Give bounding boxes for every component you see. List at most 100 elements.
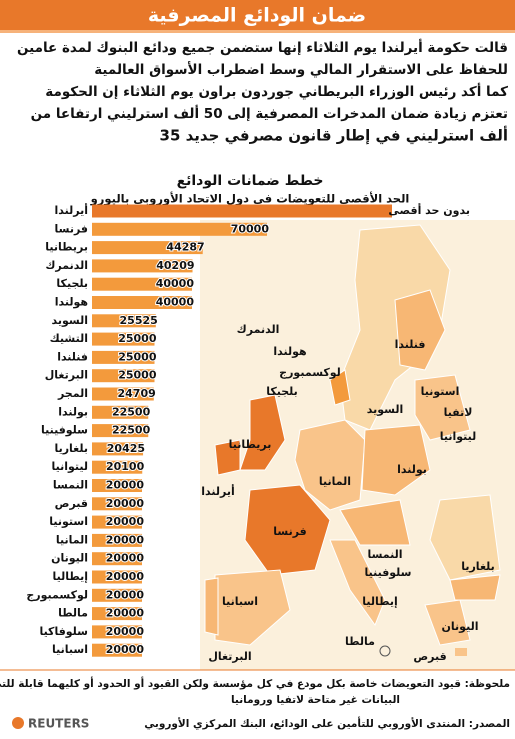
bar bbox=[92, 533, 142, 547]
category-label: بريطانيا bbox=[45, 241, 88, 254]
map-label: هولندا bbox=[273, 345, 306, 358]
value-label: 25000 bbox=[118, 332, 157, 345]
bar bbox=[92, 332, 155, 346]
category-label: بولندا bbox=[58, 405, 88, 418]
header-banner bbox=[0, 0, 515, 30]
bar bbox=[92, 259, 193, 273]
value-label: 20000 bbox=[106, 625, 145, 638]
map-baltics bbox=[414, 374, 471, 441]
map-malta-marker bbox=[379, 645, 391, 657]
paragraph-line: قالت حكومة أيرلندا يوم الثلاثاء إنها ستض… bbox=[17, 39, 508, 56]
map-label: المانيا bbox=[319, 475, 351, 488]
map-bulgaria bbox=[449, 574, 501, 601]
bar bbox=[92, 643, 142, 657]
map-cyprus bbox=[455, 648, 467, 656]
map-label: لاتفيا bbox=[444, 406, 473, 419]
map-label: فرنسا bbox=[273, 525, 307, 538]
bar bbox=[92, 369, 155, 383]
bar bbox=[92, 277, 192, 291]
value-label: 40000 bbox=[156, 296, 195, 309]
category-label: المجر bbox=[57, 387, 88, 400]
map-label: سلوفينيا bbox=[364, 566, 411, 579]
category-label: قبرص bbox=[55, 497, 88, 510]
chart-subtitle: الحد الأقصى للتعويضات في دول الاتحاد الأ… bbox=[90, 192, 410, 207]
value-label: 20000 bbox=[106, 588, 145, 601]
map-portugal bbox=[204, 577, 219, 636]
value-label: 20000 bbox=[106, 607, 145, 620]
value-label: 20000 bbox=[106, 479, 145, 492]
map-italy bbox=[329, 539, 386, 627]
value-label: 44287 bbox=[166, 241, 204, 254]
source: المصدر: المنتدى الأوروبي للتأمين على الو… bbox=[144, 716, 510, 730]
category-label: النمسا bbox=[53, 479, 88, 492]
value-label: 20000 bbox=[106, 497, 145, 510]
category-label: إيطاليا bbox=[53, 570, 89, 583]
map-label: استونيا bbox=[421, 385, 460, 398]
paragraph-line: للحفاظ على الاستقرار المالي وسط اضطراب ا… bbox=[94, 61, 508, 78]
value-label: 25000 bbox=[118, 350, 157, 363]
map-label: اليونان bbox=[442, 620, 479, 633]
map-ireland bbox=[214, 439, 241, 476]
category-label: الدنمرك bbox=[45, 259, 88, 272]
bar bbox=[92, 588, 142, 602]
category-label: سلوفينيا bbox=[41, 424, 88, 437]
category-label: المانيا bbox=[56, 533, 88, 546]
category-label: بلغاريا bbox=[54, 442, 88, 455]
map-label: بريطانيا bbox=[229, 438, 272, 451]
bar bbox=[92, 625, 142, 639]
bar bbox=[92, 607, 142, 621]
category-label: لوكسمبورج bbox=[26, 588, 88, 602]
category-label: استونيا bbox=[49, 515, 88, 528]
map-poland bbox=[361, 424, 431, 496]
value-label: 40209 bbox=[156, 259, 194, 272]
map-scandinavia bbox=[339, 224, 451, 431]
value-label: 20000 bbox=[106, 515, 145, 528]
map-label: الدنمرك bbox=[237, 323, 280, 336]
value-label: 20000 bbox=[106, 552, 145, 565]
value-label: 40000 bbox=[156, 277, 195, 290]
value-label: 70000 bbox=[231, 222, 270, 235]
value-label: 20425 bbox=[107, 442, 145, 455]
bar bbox=[92, 241, 203, 255]
bar-unlimited bbox=[92, 204, 392, 218]
value-label: 20000 bbox=[106, 570, 145, 583]
map-france bbox=[244, 484, 331, 576]
bar bbox=[92, 515, 142, 529]
note-line: ملحوظة: قيود التعويضات خاصة بكل مودع في … bbox=[0, 676, 510, 690]
bar bbox=[92, 497, 142, 511]
category-label: البرتغال bbox=[45, 369, 88, 382]
map-label: مالطا bbox=[345, 635, 375, 648]
category-label: ليتوانيا bbox=[51, 460, 88, 473]
map-label: فنلندا bbox=[395, 338, 426, 351]
value-label: 20100 bbox=[106, 460, 145, 473]
no-limit-label: بدون حد أقصى bbox=[388, 203, 470, 217]
map-label: أيرلندا bbox=[201, 484, 235, 498]
bar bbox=[92, 222, 267, 236]
map-label: البرتغال bbox=[208, 650, 251, 663]
map-label: النمسا bbox=[367, 548, 402, 561]
map-finland bbox=[394, 289, 446, 371]
map-britain bbox=[239, 394, 286, 471]
map-germany bbox=[294, 419, 366, 511]
bar bbox=[92, 424, 149, 438]
bar bbox=[92, 442, 144, 456]
chart-title: خطط ضمانات الودائع bbox=[177, 173, 324, 189]
paragraph-line: تعتزم زيادة ضمان المدخرات المصرفية إلى 5… bbox=[31, 105, 508, 122]
map-label: بلغاريا bbox=[461, 560, 495, 573]
category-label: فنلندا bbox=[57, 350, 88, 363]
category-label: التشيك bbox=[50, 332, 88, 345]
bar bbox=[92, 314, 156, 328]
bar bbox=[92, 387, 154, 401]
map-central bbox=[339, 499, 411, 546]
map-label: إيطاليا bbox=[362, 595, 398, 608]
map-greece bbox=[424, 599, 471, 646]
header-rule bbox=[0, 30, 515, 33]
map-label: بولندا bbox=[397, 463, 427, 476]
bar bbox=[92, 405, 149, 419]
value-label: 20000 bbox=[106, 533, 145, 546]
map-denmark bbox=[329, 369, 351, 406]
bar bbox=[92, 296, 192, 309]
category-label: مالطا bbox=[58, 607, 88, 620]
category-label: هولندا bbox=[55, 296, 88, 309]
